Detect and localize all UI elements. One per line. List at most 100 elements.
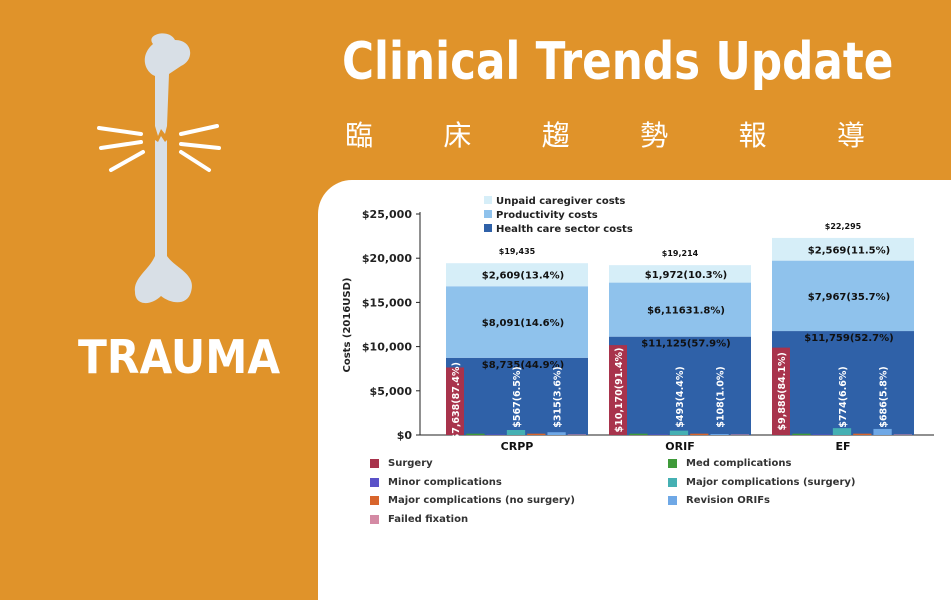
chinese-subtitle: 臨 床 趨 勢 報 導	[345, 114, 865, 154]
legend-label: Major complications (surgery)	[686, 476, 856, 488]
total-label: $19,435	[499, 247, 536, 256]
legend-swatch	[668, 477, 677, 487]
stacked-bar-label: $2,609(13.4%)	[482, 271, 564, 282]
breakdown-bar	[792, 433, 811, 435]
breakdown-bar	[609, 345, 627, 435]
legend-label: Revision ORIFs	[686, 495, 770, 506]
stacked-bar-label: $8,091(14.6%)	[482, 318, 564, 329]
legend-label: Surgery	[388, 458, 433, 469]
category-label: TRAUMA	[78, 330, 281, 384]
legend-swatch	[370, 514, 379, 524]
breakdown-bar	[567, 434, 586, 435]
breakdown-bar-label: $108(1.0%)	[716, 366, 727, 427]
stacked-bar-segment	[446, 357, 588, 435]
stacked-bar-segment	[446, 263, 588, 287]
total-label: $22,295	[825, 222, 862, 231]
legend-swatch	[668, 459, 677, 468]
breakdown-bar-label: $315(3.6%)	[553, 366, 564, 427]
x-tick-label: ORIF	[665, 440, 694, 453]
y-tick-label: $5,000	[370, 385, 413, 398]
breakdown-bar	[772, 347, 790, 435]
legend-swatch	[370, 477, 379, 487]
stacked-bar-label: $7,967(35.7%)	[808, 292, 890, 303]
legend-item: Minor complications	[370, 477, 502, 488]
legend-item: Revision ORIFs	[668, 495, 770, 506]
stacked-bar-label: $1,972(10.3%)	[645, 270, 727, 281]
y-tick-label: $10,000	[362, 341, 412, 354]
breakdown-bar	[629, 433, 648, 435]
legend-label: Major complications (no surgery)	[388, 495, 575, 506]
legend-swatch	[668, 496, 677, 505]
breakdown-bar	[832, 428, 852, 435]
legend-swatch	[484, 196, 492, 204]
breakdown-bar-label: $774(6.6%)	[838, 366, 849, 427]
subtitle-char: 導	[836, 119, 865, 152]
y-tick-label: $25,000	[362, 208, 412, 221]
subtitle-char: 報	[738, 119, 767, 152]
legend-swatch	[370, 459, 379, 468]
breakdown-bar	[853, 433, 872, 435]
stacked-bar-segment	[609, 265, 751, 283]
breakdown-bar	[486, 434, 505, 435]
legend-item: Surgery	[370, 458, 433, 469]
breakdown-bar	[873, 428, 892, 435]
legend-swatch	[484, 224, 492, 232]
breakdown-bar	[547, 432, 566, 435]
legend-label: Unpaid caregiver costs	[496, 196, 625, 207]
legend-label: Health care sector costs	[496, 224, 633, 235]
legend-item: Failed fixation	[370, 514, 468, 525]
total-label: $19,214	[662, 249, 699, 258]
legend-swatch	[370, 496, 379, 505]
cost-chart: $0 $5,000 $10,000 $15,000 $20,000 $25,000 Cost…	[342, 196, 934, 453]
breakdown-bar	[506, 429, 526, 435]
breakdown-bar-label: $9,886(84.1%)	[777, 352, 788, 430]
stacked-bar-segment	[772, 331, 914, 435]
breakdown-bar-label: $7,638(87.4%)	[451, 362, 462, 440]
legend-item: Major complications (surgery)	[668, 477, 855, 488]
breakdown-bar	[730, 434, 749, 435]
y-axis-label: Costs (2016USD)	[342, 278, 353, 373]
stacked-bar-label: $11,125(57.9%)	[641, 339, 730, 350]
breakdown-bar-label: $10,170(91.4%)	[614, 348, 625, 433]
x-tick-label: EF	[835, 440, 850, 453]
breakdown-bar-label: $686(5.8%)	[879, 366, 890, 427]
stacked-bar-segment	[772, 260, 914, 332]
breakdown-bar	[812, 434, 831, 435]
stacked-bar-segment	[609, 336, 751, 435]
y-tick-label: $20,000	[362, 252, 412, 265]
page-title: Clinical Trends Update	[342, 32, 894, 92]
subtitle-char: 趨	[541, 119, 570, 152]
breakdown-bar	[527, 433, 546, 435]
legend-label: Minor complications	[388, 476, 502, 488]
legend-swatch	[484, 210, 492, 218]
stacked-bar-segment	[609, 282, 751, 337]
y-tick-label: $15,000	[362, 296, 412, 309]
stacked-bar-label: $11,759(52.7%)	[804, 333, 893, 344]
breakdown-bar-label: $493(4.4%)	[675, 366, 686, 427]
stacked-bar-label: $2,569(11.5%)	[808, 245, 890, 256]
broken-bone-icon	[97, 33, 221, 304]
breakdown-bar	[690, 433, 709, 435]
legend-label: Med complications	[686, 458, 792, 469]
breakdown-bar-label: $567(6.5%)	[512, 366, 523, 427]
breakdown-bar	[669, 430, 689, 435]
stacked-bar-segment	[772, 237, 914, 261]
stacked-bar-label: $6,11631.8%)	[647, 306, 725, 317]
breakdown-bar	[710, 434, 729, 435]
breakdown-bar	[893, 434, 912, 435]
y-tick-label: $0	[397, 429, 413, 442]
stacked-bar-segment	[446, 286, 588, 358]
legend-item: Med complications	[668, 458, 791, 469]
legend-label: Productivity costs	[496, 210, 598, 221]
subtitle-char: 床	[443, 119, 472, 152]
stacked-bar-label: $8,735(44.9%)	[482, 360, 564, 371]
legend-item: Major complications (no surgery)	[370, 495, 575, 506]
breakdown-bar	[466, 433, 485, 435]
x-tick-label: CRPP	[501, 440, 534, 453]
breakdown-bar	[446, 367, 464, 435]
left-panel: TRAUMA	[0, 0, 320, 564]
legend-label: Failed fixation	[388, 513, 469, 525]
subtitle-char: 臨	[345, 119, 374, 152]
breakdown-bar	[649, 434, 668, 435]
subtitle-char: 勢	[640, 119, 669, 152]
